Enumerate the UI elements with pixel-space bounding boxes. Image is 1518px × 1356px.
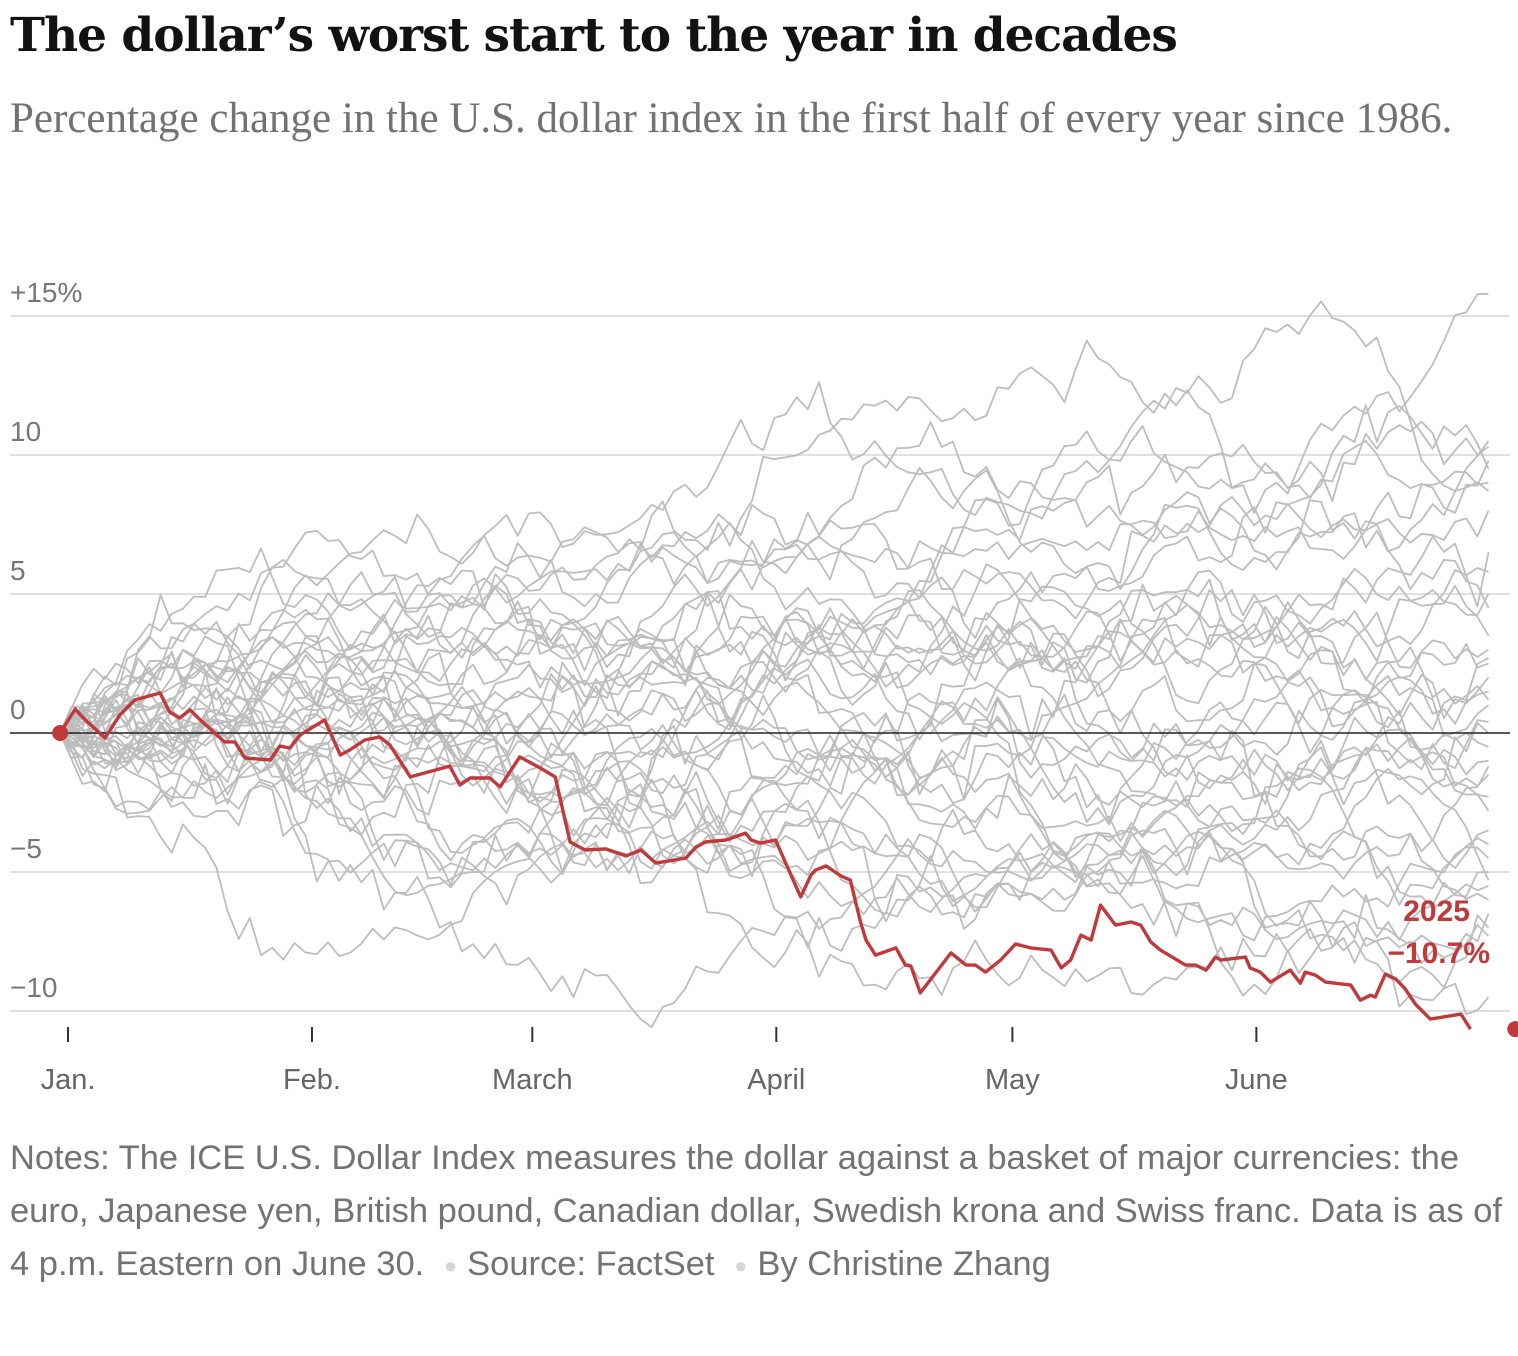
series-line-other-year	[59, 404, 1490, 769]
series-line-other-year	[59, 585, 1490, 734]
series-line-other-year	[59, 706, 1490, 989]
series-line-other-year	[60, 529, 1489, 734]
x-tick-label: May	[985, 1064, 1040, 1096]
source-text: Source: FactSet	[467, 1245, 715, 1283]
chart-title: The dollar’s worst start to the year in …	[10, 8, 1178, 63]
series-2025-start-dot	[52, 725, 69, 741]
gridlines	[10, 315, 1510, 1012]
series-line-other-year	[59, 535, 1490, 765]
series-line-other-year	[59, 698, 1490, 884]
series-line-other-year	[59, 688, 1490, 897]
series-line-other-year	[59, 718, 1490, 1016]
series-line-other-year	[59, 420, 1490, 738]
y-tick-label: 5	[10, 555, 26, 586]
series-2025-end-value-label: −10.7%	[1387, 937, 1490, 970]
series-line-other-year	[59, 649, 1490, 806]
series-line-other-year	[59, 689, 1489, 805]
separator-dot: ●	[734, 1253, 748, 1279]
byline-text: By Christine Zhang	[757, 1245, 1051, 1283]
y-tick-label: −10	[10, 972, 58, 1003]
x-axis-ticks: Jan. Feb. March April May June	[41, 1027, 1288, 1096]
x-tick-label: April	[747, 1064, 805, 1096]
series-2025-end-dot	[1507, 1021, 1518, 1038]
y-tick-label: 10	[10, 416, 41, 447]
series-line-other-year	[59, 496, 1490, 765]
y-axis-ticks: +15% 10 5 0 −5 −10	[10, 277, 82, 1003]
series-line-2025	[58, 691, 1472, 1031]
series-line-other-year	[59, 421, 1490, 760]
series-line-other-year	[59, 608, 1489, 906]
series-line-other-year	[59, 470, 1489, 734]
chart-subtitle: Percentage change in the U.S. dollar ind…	[10, 95, 1453, 142]
y-tick-label: −5	[10, 833, 42, 864]
series-line-other-year	[59, 660, 1489, 801]
notes-text: Notes: The ICE U.S. Dollar Index measure…	[10, 1139, 1503, 1283]
x-tick-label: March	[492, 1064, 573, 1096]
series-line-other-year	[59, 567, 1490, 816]
series-line-other-year	[59, 590, 1489, 888]
series-line-other-year	[59, 300, 1490, 734]
other-years-lines	[59, 292, 1490, 1028]
series-line-other-year	[59, 649, 1489, 875]
series-line-other-year	[60, 578, 1490, 787]
y-tick-label: 0	[10, 694, 26, 725]
series-line-other-year	[59, 717, 1490, 952]
series-2025-label: 2025	[1403, 895, 1470, 928]
x-tick-label: Feb.	[283, 1064, 341, 1096]
series-line-other-year	[59, 440, 1490, 745]
series-line-other-year	[59, 576, 1490, 837]
x-tick-label: June	[1225, 1064, 1288, 1096]
series-line-other-year	[59, 635, 1489, 816]
series-line-other-year	[60, 292, 1489, 735]
separator-dot: ●	[443, 1253, 458, 1279]
series-line-other-year	[59, 657, 1489, 1028]
series-line-other-year	[60, 339, 1490, 741]
x-tick-label: Jan.	[41, 1064, 96, 1096]
series-line-other-year	[59, 664, 1489, 916]
series-line-other-year	[59, 732, 1489, 997]
y-tick-label: +15%	[10, 277, 82, 308]
chart-notes: Notes: The ICE U.S. Dollar Index measure…	[10, 1132, 1510, 1292]
